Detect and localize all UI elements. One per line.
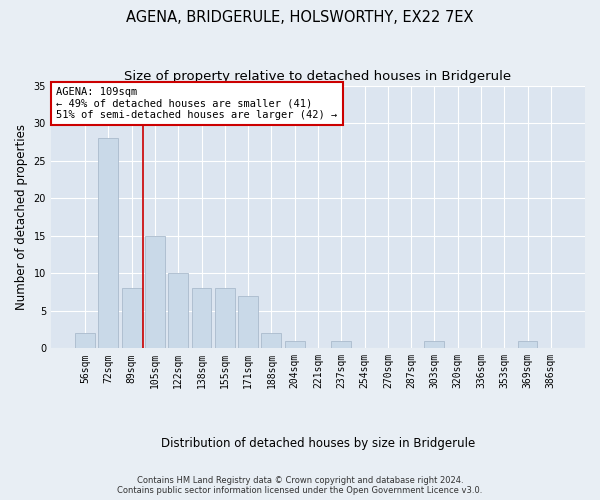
Bar xyxy=(238,296,258,348)
Text: AGENA: 109sqm
← 49% of detached houses are smaller (41)
51% of semi-detached hou: AGENA: 109sqm ← 49% of detached houses a… xyxy=(56,87,338,120)
Bar xyxy=(191,288,211,348)
Y-axis label: Number of detached properties: Number of detached properties xyxy=(15,124,28,310)
Bar xyxy=(169,273,188,348)
Bar xyxy=(98,138,118,348)
Bar xyxy=(262,334,281,348)
Text: AGENA, BRIDGERULE, HOLSWORTHY, EX22 7EX: AGENA, BRIDGERULE, HOLSWORTHY, EX22 7EX xyxy=(126,10,474,25)
Text: Contains HM Land Registry data © Crown copyright and database right 2024.
Contai: Contains HM Land Registry data © Crown c… xyxy=(118,476,482,495)
Bar xyxy=(331,341,351,348)
Bar xyxy=(75,334,95,348)
Bar xyxy=(424,341,444,348)
Bar xyxy=(285,341,305,348)
Bar xyxy=(145,236,165,348)
Bar xyxy=(122,288,142,348)
Bar xyxy=(215,288,235,348)
X-axis label: Distribution of detached houses by size in Bridgerule: Distribution of detached houses by size … xyxy=(161,437,475,450)
Title: Size of property relative to detached houses in Bridgerule: Size of property relative to detached ho… xyxy=(124,70,512,83)
Bar xyxy=(518,341,538,348)
